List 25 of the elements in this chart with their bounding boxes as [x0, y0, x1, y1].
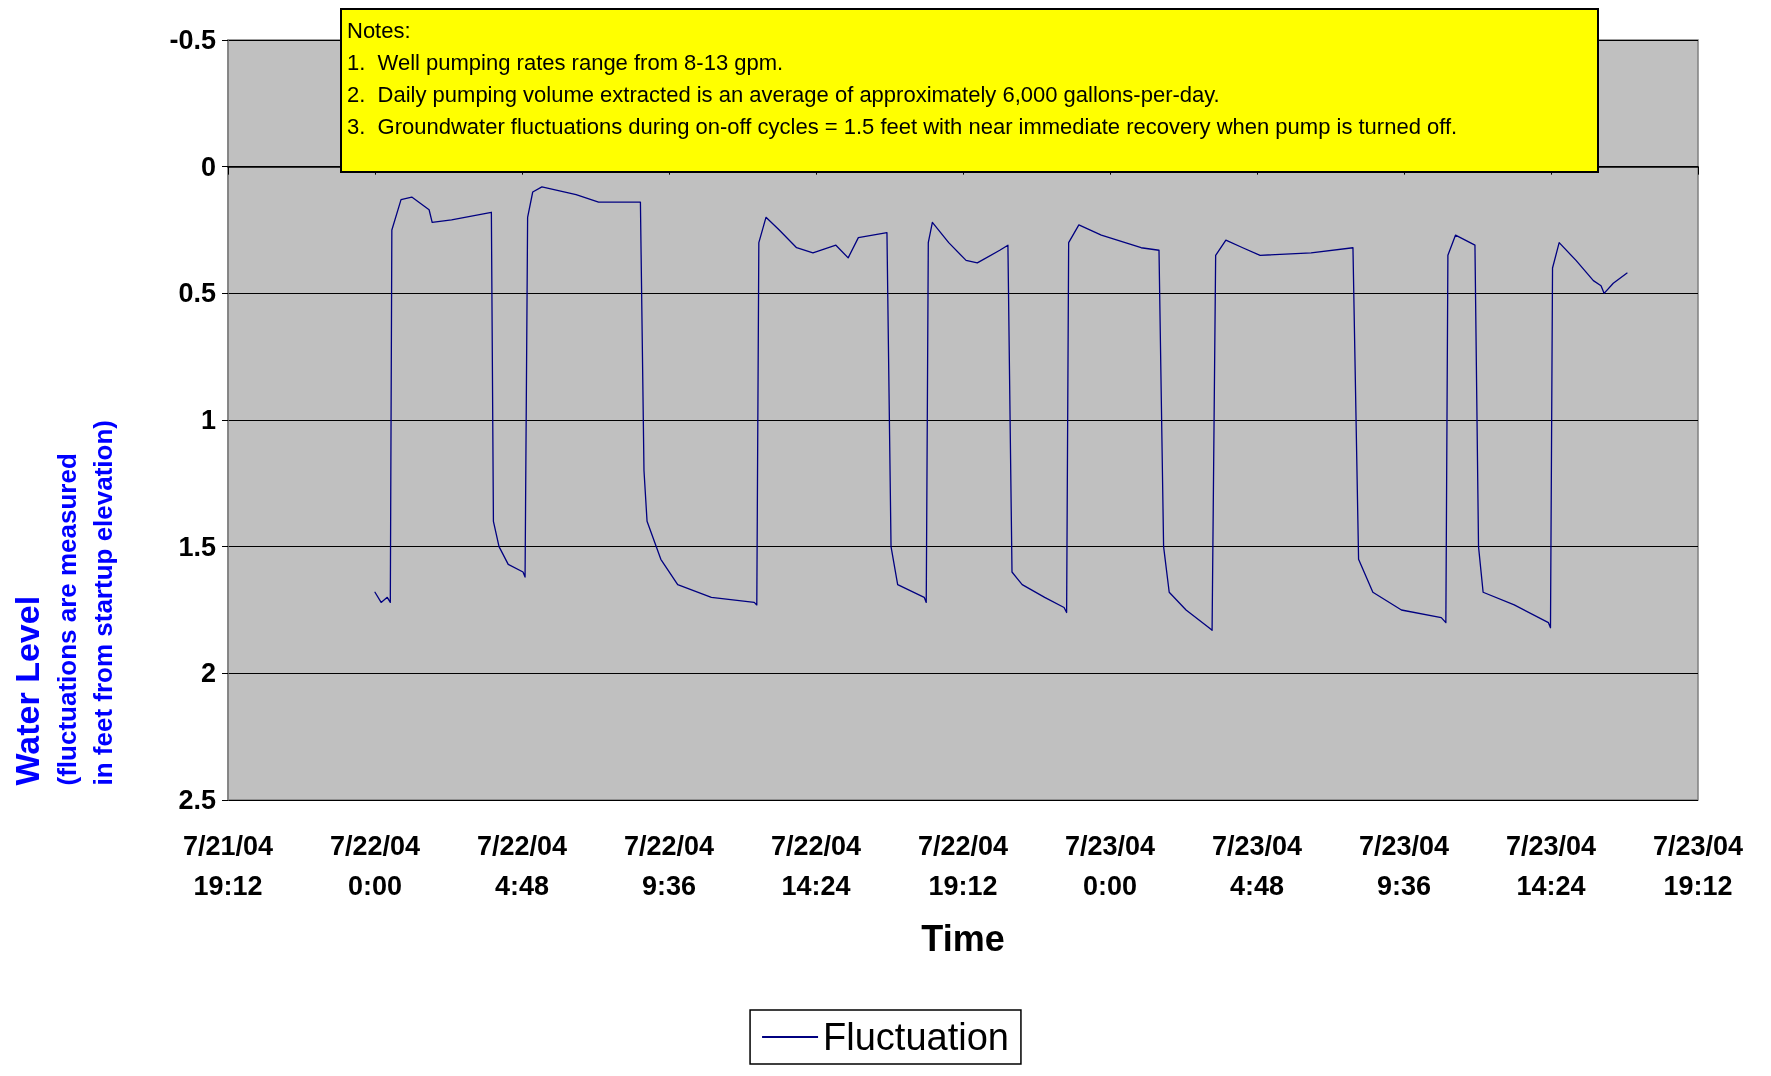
x-tick-label: 7/22/04 14:24	[770, 831, 862, 901]
annotation: 2. Daily pumping volume extracted is an average of approximately 6,000 gallons-per-day.	[347, 81, 1221, 109]
y-tick-label: 1	[200, 405, 216, 435]
y-tick-label: 0	[200, 151, 216, 182]
x-tick-label: 7/23/04 14:24	[1505, 831, 1597, 901]
x-tick-label: 7/23/04 19:12	[1652, 831, 1744, 901]
legend-label: Fluctuation	[823, 1016, 1009, 1058]
x-tick-label: 7/22/04 9:36	[623, 831, 715, 901]
x-tick-label: 7/21/04 19:12	[182, 831, 274, 901]
x-tick-label: 7/22/04 0:00	[329, 831, 421, 901]
x-tick-label: 7/23/04 4:48	[1211, 831, 1303, 901]
annotation: 1. Well pumping rates range from 8-13 gpm.	[347, 49, 785, 77]
x-tick-label: 7/22/04 4:48	[476, 831, 568, 901]
annotation: Notes:	[347, 17, 412, 45]
y-tick-label: 1.5	[178, 531, 216, 562]
y-tick-label: 0.5	[178, 278, 216, 309]
annotation: 3. Groundwater fluctuations during on-off cycles = 1.5 feet with near immediate recovery when pump is turned off.	[347, 113, 1459, 141]
x-tick-label: 7/23/04 9:36	[1358, 831, 1450, 901]
x-tick-label: 7/22/04 19:12	[917, 831, 1009, 901]
y-tick-label: 2	[200, 658, 216, 689]
y-axis-title: Water Level (fluctuations are measured in feet from startup elevation)	[8, 420, 118, 786]
y-tick-label: 2.5	[178, 785, 216, 815]
x-tick-label: 7/23/04 0:00	[1064, 831, 1156, 901]
x-axis-title: Time	[921, 917, 1005, 959]
y-tick-label: -0.5	[169, 25, 216, 55]
